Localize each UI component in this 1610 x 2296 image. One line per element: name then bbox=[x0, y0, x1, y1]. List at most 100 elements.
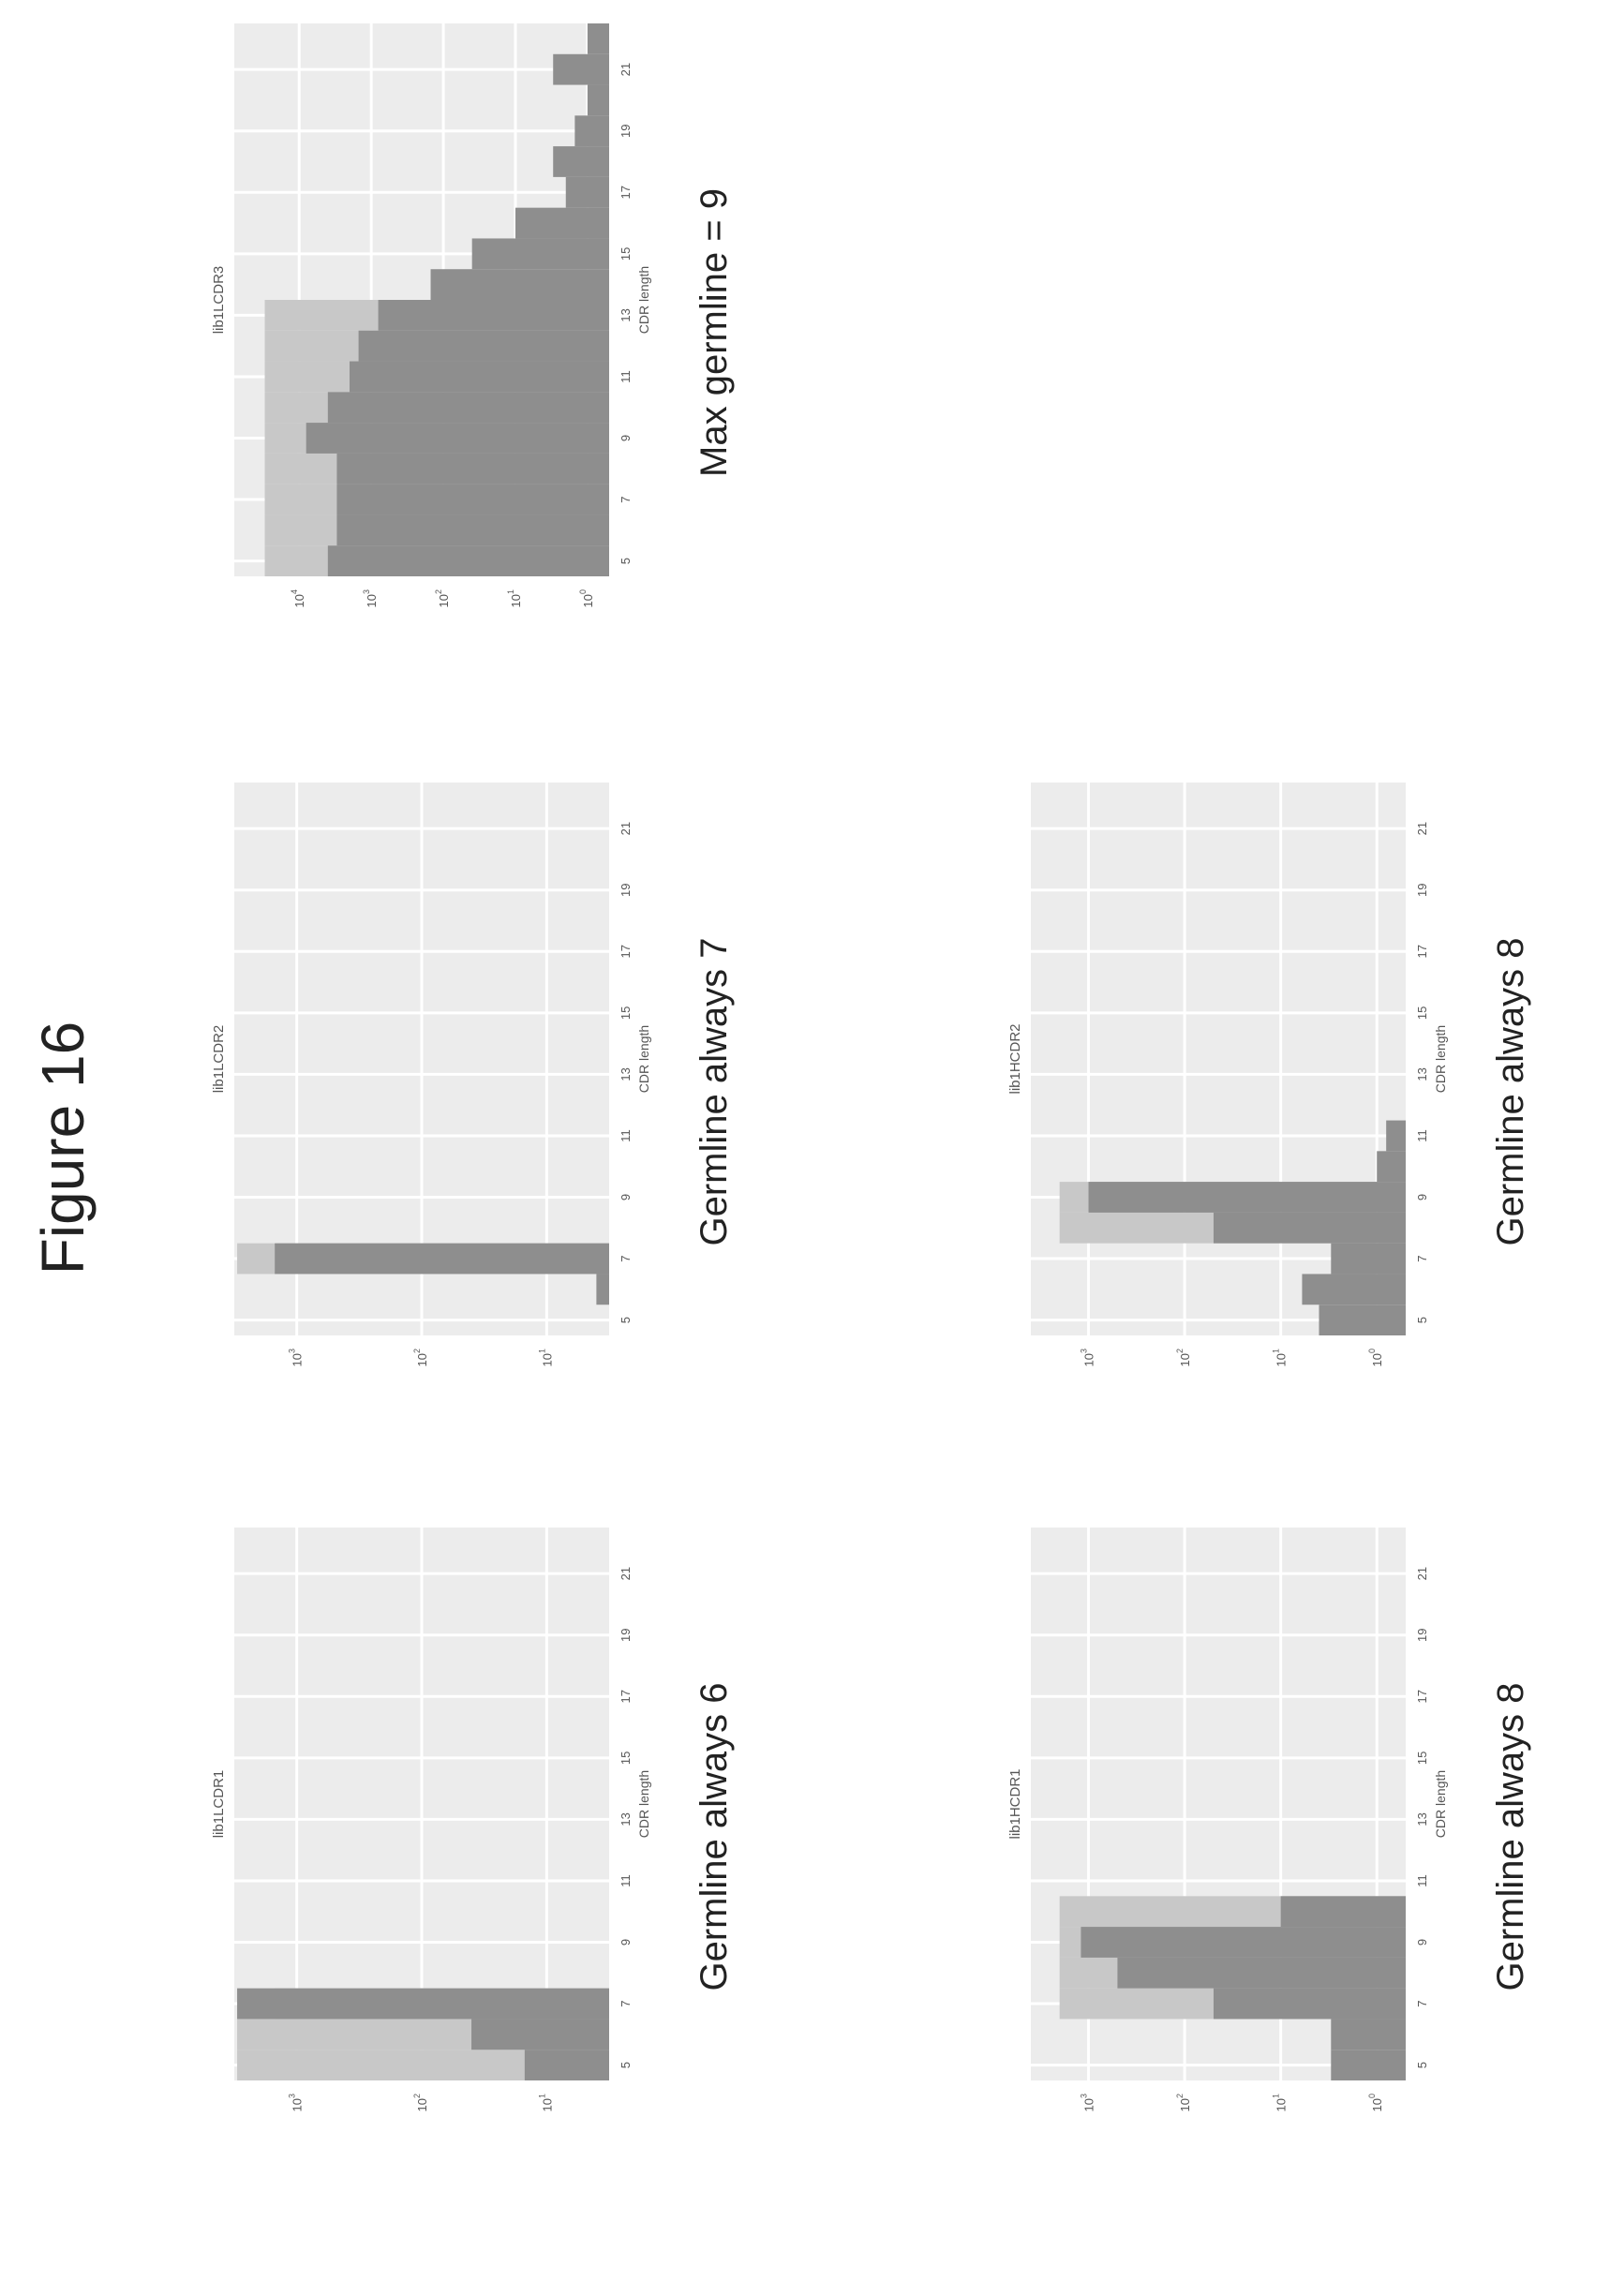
chart-lib1hcdr1: lib1HCDR1 5 7 9 11 13 15 17 19 21 100 101 102 103 CDR … bbox=[993, 1509, 1481, 2165]
x-tick-label: 13 bbox=[1415, 1812, 1429, 1826]
bar bbox=[1302, 1274, 1406, 1305]
x-tick-label: 9 bbox=[1415, 1939, 1429, 1946]
y-tick-label: 103 bbox=[1080, 1349, 1096, 1366]
y-tick-label: 102 bbox=[1175, 1349, 1192, 1366]
y-tick-label: 100 bbox=[1367, 1349, 1384, 1366]
bar bbox=[1213, 1988, 1406, 2020]
x-tick-label: 15 bbox=[619, 1006, 633, 1020]
x-tick-label: 21 bbox=[1415, 1567, 1429, 1580]
x-tick-label: 21 bbox=[619, 1567, 633, 1580]
y-tick-label: 102 bbox=[1175, 2094, 1192, 2111]
y-tick-label: 103 bbox=[288, 1349, 305, 1366]
chart-lib1lcdr3: lib1LCDR3 5 7 9 11 13 15 17 19 21 100 101 102 103 104 C… bbox=[197, 5, 684, 661]
x-tick-label: 11 bbox=[619, 370, 633, 383]
x-tick-label: 19 bbox=[619, 883, 633, 896]
x-tick-label: 11 bbox=[619, 1129, 633, 1142]
x-tick-label: 13 bbox=[619, 1812, 633, 1826]
bar bbox=[358, 330, 609, 362]
bar bbox=[1331, 1243, 1406, 1275]
x-tick-label: 15 bbox=[1415, 1006, 1429, 1020]
x-tick-label: 7 bbox=[619, 2000, 633, 2006]
x-tick-label: 7 bbox=[619, 496, 633, 502]
x-tick-label: 9 bbox=[619, 1194, 633, 1200]
bar bbox=[336, 453, 609, 485]
bar bbox=[237, 2050, 609, 2080]
x-tick-label: 17 bbox=[1415, 945, 1429, 958]
y-tick-label: 103 bbox=[362, 589, 379, 607]
y-tick-label: 102 bbox=[412, 2094, 429, 2111]
chart-lib1lcdr2: lib1LCDR2 5 7 9 11 13 15 17 19 21 101 102 103 CDR len… bbox=[197, 764, 684, 1420]
x-tick-label: 19 bbox=[619, 1628, 633, 1641]
x-tick-label: 5 bbox=[619, 1317, 633, 1323]
bar bbox=[1088, 1182, 1407, 1213]
bar bbox=[336, 514, 609, 546]
chart-title: lib1LCDR2 bbox=[211, 1025, 227, 1094]
x-tick-label: 15 bbox=[619, 1752, 633, 1765]
bar bbox=[1213, 1212, 1406, 1244]
x-tick-label: 9 bbox=[619, 1939, 633, 1946]
bar bbox=[553, 146, 609, 177]
x-tick-label: 9 bbox=[1415, 1194, 1429, 1200]
y-tick-label: 100 bbox=[1367, 2094, 1384, 2111]
x-axis-label: CDR length bbox=[1433, 1770, 1448, 1838]
chart-lib1hcdr2: lib1HCDR2 5 7 9 11 13 15 17 19 21 100 101 102 103 CDR … bbox=[993, 764, 1481, 1420]
x-tick-label: 17 bbox=[619, 1690, 633, 1703]
bar bbox=[1386, 1120, 1406, 1152]
x-axis-label: CDR length bbox=[1433, 1025, 1448, 1093]
x-tick-label: 13 bbox=[619, 1067, 633, 1081]
bar bbox=[471, 2019, 609, 2050]
y-tick-label: 103 bbox=[1080, 2094, 1096, 2111]
x-tick-label: 11 bbox=[619, 1874, 633, 1887]
x-tick-label: 5 bbox=[619, 558, 633, 564]
x-tick-label: 21 bbox=[1415, 822, 1429, 835]
chart-svg: lib1LCDR3 5 7 9 11 13 15 17 19 21 100 101 102 103 104 C… bbox=[211, 22, 651, 607]
bar bbox=[378, 299, 609, 331]
bar bbox=[430, 269, 609, 300]
figure-title: Figure 16 bbox=[29, 1021, 97, 1275]
chart-lib1lcdr1: lib1LCDR1 5 7 9 11 13 15 17 19 21 101 102 103 CDR len… bbox=[197, 1509, 684, 2165]
bar bbox=[1081, 1927, 1407, 1958]
chart-title: lib1HCDR2 bbox=[1007, 1023, 1023, 1094]
chart-svg: lib1LCDR2 5 7 9 11 13 15 17 19 21 101 102 103 CDR len… bbox=[211, 783, 651, 1366]
chart-caption: Germline always 6 bbox=[693, 1682, 735, 1991]
bar bbox=[565, 176, 610, 208]
chart-caption: Max germline = 9 bbox=[693, 188, 735, 477]
bar bbox=[587, 22, 609, 54]
x-tick-label: 19 bbox=[1415, 1628, 1429, 1641]
y-tick-label: 104 bbox=[290, 589, 306, 607]
x-axis-label: CDR length bbox=[636, 266, 651, 334]
bar bbox=[1331, 2019, 1406, 2050]
chart-title: lib1LCDR3 bbox=[211, 266, 227, 335]
y-tick-label: 101 bbox=[506, 589, 523, 607]
y-tick-label: 100 bbox=[578, 589, 595, 607]
bar bbox=[1319, 1305, 1406, 1335]
bar bbox=[587, 84, 609, 116]
x-tick-label: 7 bbox=[619, 1255, 633, 1261]
bar bbox=[515, 207, 609, 239]
chart-caption: Germline always 8 bbox=[1490, 1682, 1531, 1991]
bar bbox=[471, 238, 609, 270]
x-tick-label: 13 bbox=[1415, 1067, 1429, 1081]
y-tick-label: 101 bbox=[1272, 2094, 1289, 2111]
x-tick-label: 19 bbox=[1415, 883, 1429, 896]
bar bbox=[336, 484, 609, 515]
bar bbox=[237, 1988, 609, 2020]
chart-title: lib1LCDR1 bbox=[211, 1770, 227, 1839]
bar bbox=[327, 392, 609, 424]
chart-caption: Germline always 7 bbox=[693, 937, 735, 1246]
bar bbox=[1331, 2050, 1406, 2080]
bar bbox=[596, 1274, 609, 1305]
x-tick-label: 19 bbox=[619, 124, 633, 137]
x-tick-label: 11 bbox=[1415, 1874, 1429, 1887]
chart-caption: Germline always 8 bbox=[1490, 937, 1531, 1246]
chart-title: lib1HCDR1 bbox=[1007, 1768, 1023, 1839]
x-tick-label: 7 bbox=[1415, 1255, 1429, 1261]
bar bbox=[1117, 1957, 1406, 1989]
y-tick-label: 101 bbox=[537, 1349, 554, 1366]
x-tick-label: 5 bbox=[1415, 2062, 1429, 2068]
y-tick-label: 103 bbox=[288, 2094, 305, 2111]
x-tick-label: 5 bbox=[619, 2062, 633, 2068]
chart-svg: lib1HCDR2 5 7 9 11 13 15 17 19 21 100 101 102 103 CDR … bbox=[1007, 783, 1448, 1366]
